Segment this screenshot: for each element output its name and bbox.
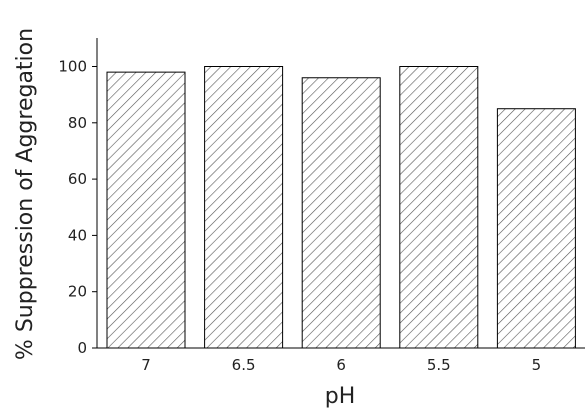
y-axis-ticks: 0 20 40 60 80 100 (58, 58, 97, 357)
x-tick-label-6: 6 (336, 356, 346, 374)
y-tick-label-100: 100 (58, 58, 87, 76)
y-tick-label-40: 40 (68, 226, 87, 244)
axes-layer (96, 38, 585, 349)
y-tick-label-0: 0 (77, 339, 87, 357)
x-axis-title: pH (325, 384, 356, 409)
y-tick-label-80: 80 (68, 114, 87, 132)
y-axis-title: % Suppression of Aggregation (13, 28, 38, 360)
bars-layer (106, 66, 576, 349)
x-tick-label-5: 5 (532, 356, 542, 374)
x-axis-ticks: 7 6.5 6 5.5 5 (141, 356, 541, 374)
x-tick-label-5.5: 5.5 (427, 356, 451, 374)
x-tick-label-6.5: 6.5 (232, 356, 256, 374)
bar-5.5 (399, 66, 479, 349)
bar-5 (496, 108, 576, 349)
x-tick-label-7: 7 (141, 356, 151, 374)
bar-6 (301, 77, 381, 349)
bar-6.5 (204, 66, 284, 349)
y-tick-label-60: 60 (68, 170, 87, 188)
y-tick-label-20: 20 (68, 283, 87, 301)
bar-7 (106, 71, 186, 349)
